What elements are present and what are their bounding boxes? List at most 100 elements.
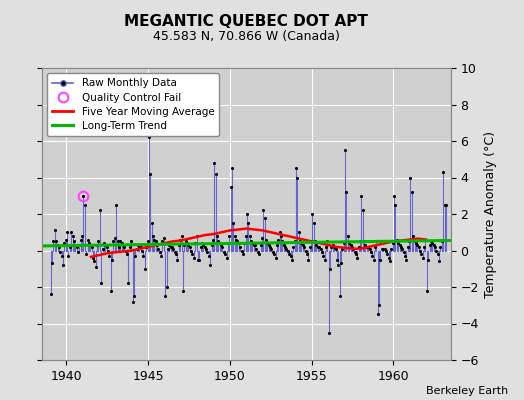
Point	[158, 238, 167, 244]
Point	[244, 220, 253, 226]
Point	[412, 240, 420, 246]
Point	[245, 233, 254, 239]
Point	[81, 202, 89, 208]
Point	[83, 236, 92, 243]
Point	[151, 238, 160, 244]
Point	[387, 246, 396, 252]
Point	[276, 229, 284, 236]
Point	[401, 253, 409, 259]
Point	[217, 242, 225, 248]
Point	[67, 229, 75, 236]
Point	[228, 165, 236, 172]
Point	[222, 255, 231, 261]
Point	[274, 236, 282, 243]
Point	[243, 211, 251, 217]
Point	[101, 242, 110, 248]
Point	[134, 242, 142, 248]
Point	[86, 242, 94, 248]
Point	[293, 174, 301, 181]
Point	[340, 240, 348, 246]
Point	[270, 251, 278, 257]
Point	[112, 202, 121, 208]
Point	[248, 240, 257, 246]
Point	[390, 192, 398, 199]
Point	[140, 266, 149, 272]
Point	[442, 202, 450, 208]
Point	[124, 280, 133, 286]
Point	[272, 242, 281, 248]
Point	[364, 244, 373, 250]
Point	[353, 255, 362, 261]
Point	[357, 192, 366, 199]
Point	[102, 244, 111, 250]
Point	[398, 246, 407, 252]
Point	[388, 240, 397, 246]
Point	[131, 253, 139, 259]
Point	[85, 240, 93, 246]
Text: MEGANTIC QUEBEC DOT APT: MEGANTIC QUEBEC DOT APT	[124, 14, 368, 29]
Point	[169, 246, 178, 252]
Point	[363, 244, 371, 250]
Point	[202, 246, 210, 252]
Point	[176, 236, 184, 243]
Point	[300, 244, 309, 250]
Point	[49, 238, 58, 244]
Point	[88, 244, 96, 250]
Point	[382, 247, 390, 254]
Point	[296, 238, 304, 244]
Point	[204, 253, 213, 259]
Point	[154, 246, 162, 252]
Point	[208, 242, 216, 248]
Point	[183, 240, 191, 246]
Point	[271, 255, 280, 261]
Point	[410, 238, 419, 244]
Point	[113, 238, 122, 244]
Point	[100, 240, 108, 246]
Point	[369, 256, 378, 263]
Point	[60, 240, 69, 246]
Point	[75, 242, 84, 248]
Point	[239, 251, 247, 257]
Point	[429, 242, 438, 248]
Point	[61, 236, 70, 243]
Point	[170, 249, 179, 256]
Point	[174, 242, 183, 248]
Point	[211, 171, 220, 177]
Point	[277, 233, 285, 239]
Point	[203, 249, 212, 256]
Point	[413, 242, 421, 248]
Point	[395, 242, 403, 248]
Point	[128, 298, 137, 305]
Point	[286, 253, 294, 259]
Point	[161, 293, 169, 299]
Point	[341, 147, 350, 153]
Point	[52, 238, 60, 244]
Point	[105, 253, 114, 259]
Point	[63, 229, 71, 236]
Point	[51, 227, 59, 234]
Point	[423, 288, 431, 294]
Point	[191, 240, 199, 246]
Point	[440, 202, 449, 208]
Point	[308, 211, 316, 217]
Point	[173, 256, 182, 263]
Point	[71, 242, 80, 248]
Point	[301, 247, 310, 254]
Point	[374, 311, 382, 318]
Point	[408, 189, 416, 195]
Point	[185, 244, 194, 250]
Point	[305, 244, 314, 250]
Point	[289, 244, 298, 250]
Point	[138, 247, 146, 254]
Point	[56, 249, 64, 256]
Point	[213, 233, 221, 239]
Point	[251, 242, 259, 248]
Point	[240, 240, 248, 246]
Point	[358, 207, 367, 214]
Point	[338, 246, 346, 252]
Point	[265, 242, 273, 248]
Point	[221, 251, 230, 257]
Point	[417, 251, 425, 257]
Point	[225, 233, 233, 239]
Point	[285, 251, 293, 257]
